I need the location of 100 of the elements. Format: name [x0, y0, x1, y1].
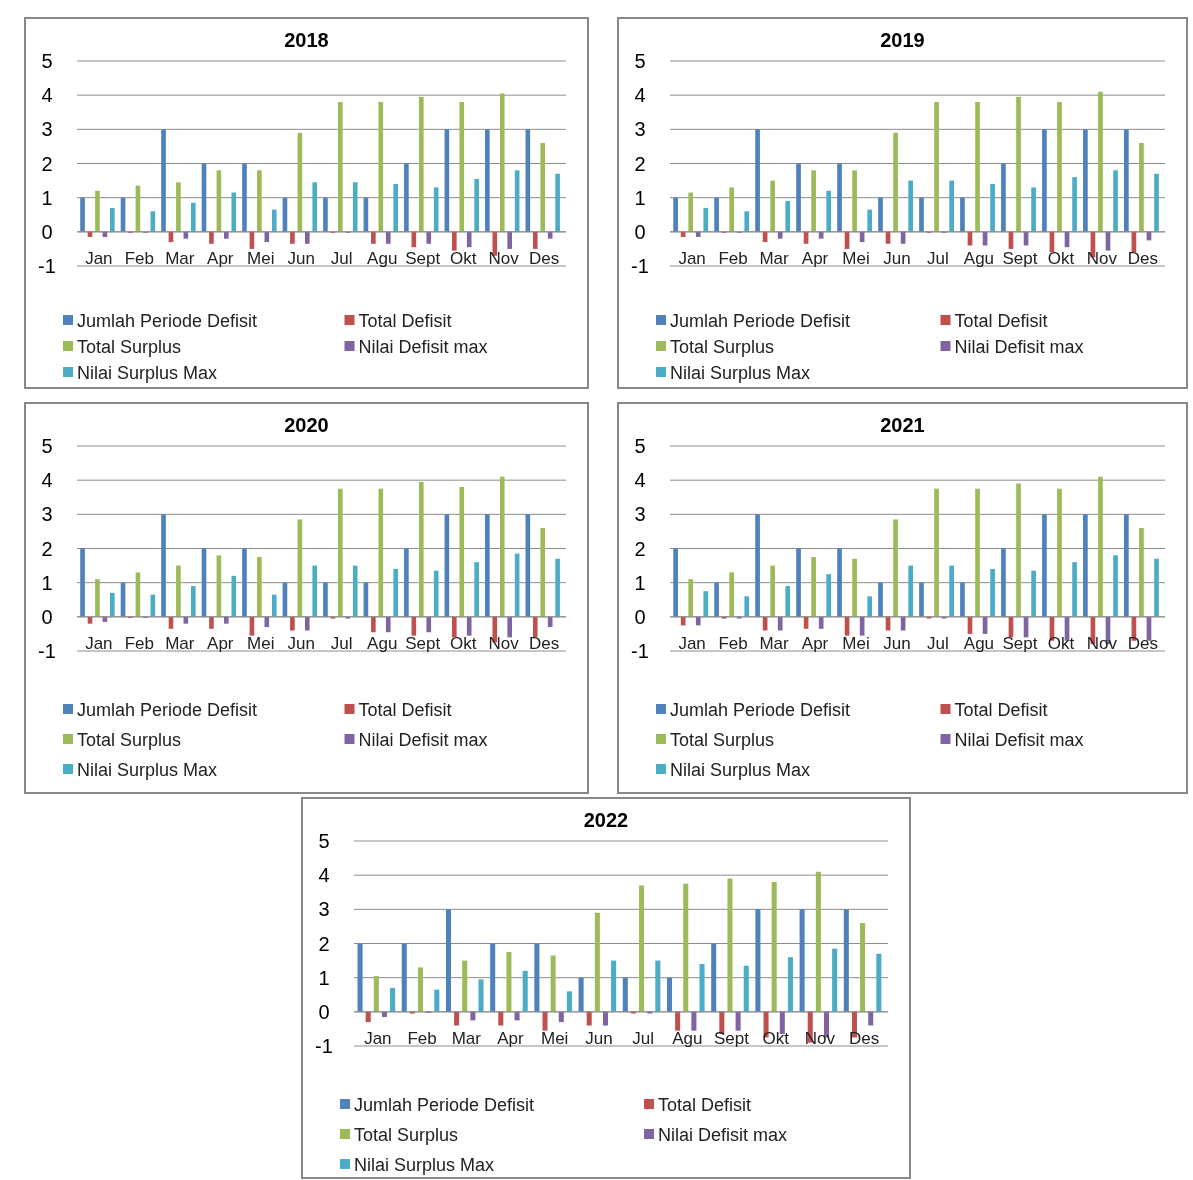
bar: [811, 557, 816, 617]
bar: [555, 173, 560, 232]
bar: [960, 582, 965, 617]
bar: [876, 953, 882, 1012]
bar: [796, 163, 801, 232]
bar: [785, 201, 791, 232]
chart-title: 2019: [880, 29, 925, 51]
bar: [787, 957, 793, 1012]
y-tick-label: 0: [318, 1000, 330, 1023]
bar: [499, 93, 505, 232]
legend-label: Jumlah Periode Defisit: [670, 700, 851, 721]
bar: [1072, 562, 1077, 617]
legend-label: Total Surplus: [670, 730, 775, 751]
bar: [378, 488, 384, 617]
bar: [290, 231, 295, 244]
y-tick-label: 5: [318, 830, 330, 852]
bar: [826, 190, 832, 232]
bar: [673, 548, 678, 617]
bar: [975, 488, 980, 617]
bar: [371, 616, 376, 633]
x-tick-label: Mar: [165, 634, 195, 653]
x-tick-label: Apr: [497, 1029, 525, 1048]
bar: [1031, 570, 1036, 617]
x-tick-label: Mei: [842, 249, 870, 268]
bar: [452, 616, 457, 638]
bar: [385, 231, 391, 244]
bar: [639, 885, 645, 1012]
x-tick-label: Mar: [165, 249, 195, 268]
bar: [1042, 129, 1047, 232]
legend-label: Total Surplus: [77, 337, 182, 358]
y-tick-label: -1: [38, 640, 56, 662]
bar: [868, 1011, 874, 1026]
bar: [462, 960, 468, 1012]
bar: [1083, 514, 1088, 617]
bar: [80, 548, 85, 617]
bar: [542, 1011, 548, 1031]
y-tick-label: 0: [634, 605, 646, 628]
bar: [540, 143, 546, 232]
bar: [695, 616, 701, 626]
y-tick-label: 0: [41, 605, 53, 628]
bar: [699, 964, 705, 1012]
bar: [371, 231, 376, 244]
bar: [257, 557, 262, 617]
bar: [224, 231, 229, 239]
bar: [271, 209, 277, 232]
bar: [744, 596, 750, 617]
bar: [454, 1011, 460, 1026]
bar: [755, 129, 760, 232]
bar: [390, 987, 396, 1012]
y-tick-label: 3: [318, 898, 330, 921]
legend-label: Total Defisit: [954, 311, 1048, 332]
bar: [727, 878, 733, 1012]
bar: [1001, 163, 1006, 232]
bar: [381, 1011, 387, 1017]
bar: [566, 991, 572, 1012]
bar: [1016, 483, 1021, 617]
x-tick-label: Sept: [1002, 249, 1038, 268]
legend-label: Nilai Defisit max: [358, 730, 488, 751]
bar: [729, 572, 735, 617]
bar: [357, 943, 363, 1012]
bar: [474, 178, 479, 232]
y-tick-label: 3: [41, 503, 53, 526]
x-tick-label: Mei: [540, 1029, 569, 1048]
bar: [867, 209, 873, 232]
bar: [95, 579, 100, 617]
y-tick-label: 0: [41, 220, 53, 243]
x-tick-label: Jan: [678, 249, 706, 268]
bar: [110, 207, 115, 232]
x-tick-label: Jun: [287, 634, 315, 653]
legend-label: Nilai Surplus Max: [354, 1155, 495, 1176]
x-tick-label: Des: [1127, 634, 1158, 653]
x-tick-label: Jul: [927, 634, 949, 653]
bar: [949, 565, 954, 617]
x-tick-label: Okt: [1047, 634, 1075, 653]
bar: [459, 487, 465, 617]
bar: [470, 1011, 476, 1021]
bar: [393, 184, 399, 232]
x-tick-label: Agu: [367, 249, 398, 268]
x-tick-label: Nov: [1086, 634, 1118, 653]
x-tick-label: Apr: [207, 249, 234, 268]
bar: [290, 616, 295, 631]
bar: [161, 514, 166, 617]
bar: [771, 882, 777, 1012]
bar: [826, 574, 832, 617]
bar: [777, 231, 783, 239]
legend-label: Total Defisit: [358, 311, 452, 332]
bar: [744, 211, 750, 232]
x-tick-label: Des: [1127, 249, 1158, 268]
x-tick-label: Mei: [842, 634, 870, 653]
legend-label: Nilai Surplus Max: [670, 363, 811, 384]
bar: [426, 616, 432, 633]
x-tick-label: Jan: [678, 634, 706, 653]
legend-label: Total Surplus: [670, 337, 775, 358]
bar: [434, 989, 440, 1012]
bar: [770, 565, 775, 617]
bar: [695, 231, 701, 237]
x-tick-label: Feb: [124, 634, 154, 653]
bar: [688, 579, 694, 617]
legend-label: Total Defisit: [358, 700, 452, 721]
bar: [1072, 177, 1077, 232]
